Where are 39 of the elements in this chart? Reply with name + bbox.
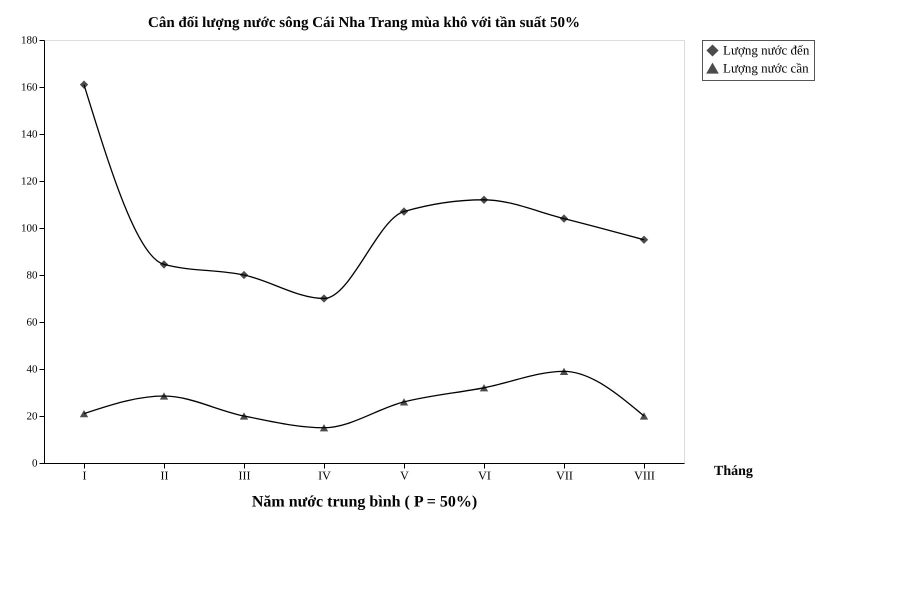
x-tick-label: I: [82, 468, 86, 482]
point: [560, 214, 568, 223]
y-tick-label: 80: [26, 270, 38, 282]
point: [480, 384, 488, 392]
point: [400, 207, 408, 216]
point: [80, 80, 88, 89]
y-tick-label: 100: [21, 222, 38, 234]
x-tick-label: II: [160, 468, 168, 482]
x-tick-label: V: [400, 468, 410, 482]
chart-title: Cân đối lượng nước sông Cái Nha Trang mùa khô với tần suất 50%: [148, 15, 580, 31]
point: [240, 270, 248, 280]
point: [480, 196, 488, 204]
y-tick-label: 20: [26, 410, 38, 422]
y-tick-label: 160: [21, 82, 38, 94]
text: Tháng: [714, 464, 753, 479]
y-tick-label: 40: [26, 364, 38, 376]
point: [400, 398, 408, 406]
x-tick-label: IV: [318, 468, 332, 482]
point: [160, 260, 168, 269]
point: [240, 412, 248, 420]
y-tick-label: 120: [21, 176, 38, 188]
x-tick-label: VII: [556, 468, 573, 482]
point: [320, 424, 328, 432]
y-tick-label: 140: [21, 128, 38, 140]
y-tick-label: 180: [21, 34, 38, 46]
legend-label: Lượng nước cần: [723, 60, 810, 76]
point: [640, 236, 648, 244]
point: [560, 368, 568, 375]
x-tick-label: III: [238, 468, 250, 482]
x-tick-label: VI: [478, 468, 491, 482]
x-tick-label: VIII: [634, 468, 655, 482]
point: [320, 294, 328, 303]
point: [80, 410, 88, 418]
point: [160, 392, 168, 400]
legend-label: Lượng nước đến: [723, 42, 810, 58]
x-axis-title: Năm nước trung bình ( P = 50%): [252, 494, 478, 510]
y-tick-label: 60: [26, 316, 38, 328]
point: [640, 412, 648, 420]
y-tick-label: 0: [32, 458, 38, 470]
